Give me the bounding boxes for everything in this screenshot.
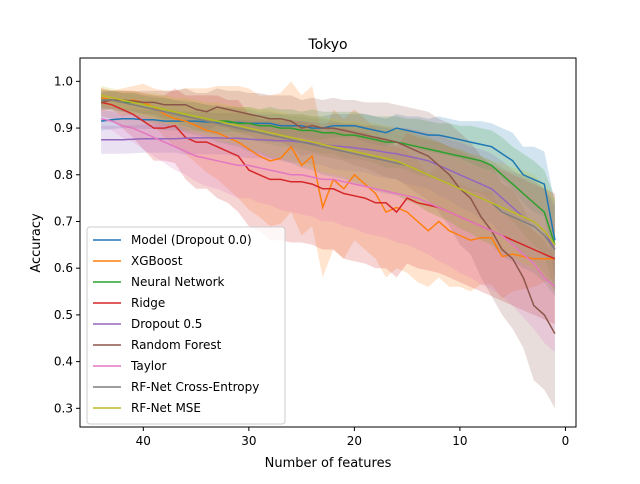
band-taylor — [101, 109, 555, 353]
y-tick-label: 1.0 — [54, 74, 73, 88]
band-ridge — [101, 88, 555, 325]
series-lines — [100, 94, 556, 334]
band-neural-network — [101, 90, 555, 292]
legend-label: Dropout 0.5 — [131, 317, 202, 331]
y-tick-label: 0.6 — [54, 261, 73, 275]
series-line-model-dropout-0-0 — [101, 117, 556, 241]
x-tick-label: 0 — [562, 434, 570, 448]
legend-box — [86, 226, 286, 425]
legend-label: Ridge — [131, 296, 165, 310]
legend-label: Neural Network — [131, 275, 225, 289]
y-tick-label: 0.8 — [54, 168, 73, 182]
x-tick-label: 30 — [241, 434, 256, 448]
x-tick-label: 10 — [452, 434, 467, 448]
y-tick-label: 0.7 — [54, 214, 73, 228]
y-tick-label: 0.4 — [54, 355, 73, 369]
legend-label: Random Forest — [131, 338, 222, 352]
x-axis-label: Number of features — [265, 456, 392, 471]
y-tick-label: 0.3 — [54, 401, 73, 415]
chart-title: Tokyo — [307, 37, 347, 53]
y-tick-label: 0.5 — [54, 308, 73, 322]
series-line-taylor — [100, 117, 556, 288]
x-tick-label: 40 — [136, 434, 151, 448]
legend: Model (Dropout 0.0) XGBoost Neural Network… — [86, 226, 286, 425]
band-dropout-0-5 — [101, 119, 555, 292]
x-axis-ticks: 40 30 20 10 0 — [136, 427, 570, 448]
y-tick-label: 0.9 — [54, 121, 73, 135]
legend-label: RF-Net MSE — [131, 401, 201, 415]
y-axis-ticks: 0.3 0.4 0.5 0.6 0.7 0.8 0.9 1.0 — [54, 74, 80, 415]
series-line-xgboost — [100, 96, 555, 260]
legend-label: Model (Dropout 0.0) — [131, 233, 252, 247]
series-line-rf-net-mse — [100, 94, 556, 246]
legend-label: RF-Net Cross-Entropy — [131, 380, 259, 394]
y-axis-label: Accuracy — [29, 213, 44, 273]
legend-label: Taylor — [130, 359, 166, 373]
legend-label: XGBoost — [131, 254, 183, 268]
plot-frame — [79, 57, 577, 428]
series-line-random-forest — [100, 99, 556, 334]
band-xgboost — [101, 81, 555, 299]
x-tick-label: 20 — [347, 434, 362, 448]
